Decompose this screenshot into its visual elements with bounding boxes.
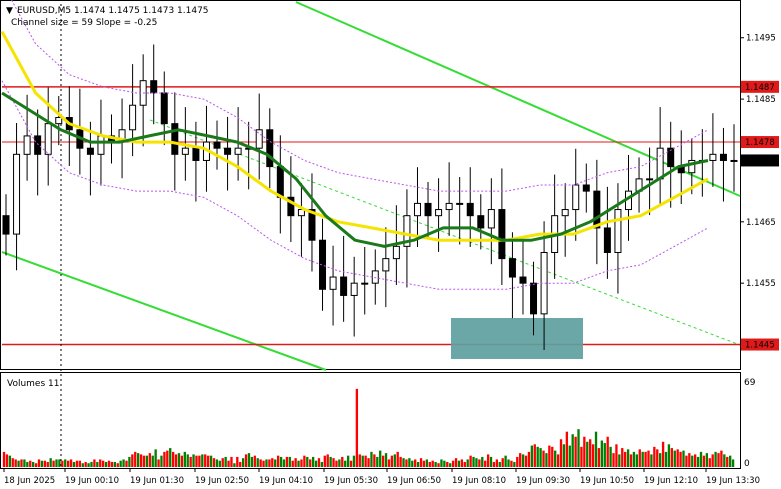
price-level-tag [741,136,779,149]
candle-body [371,270,379,284]
candle-body [382,258,390,272]
candle-body [213,141,221,149]
envelope-upper-line [11,0,709,192]
candle-body [508,258,516,278]
candle-body [466,202,474,217]
channel-lower-line [1,251,327,371]
x-tick-label: 19 Jun 12:10 [644,476,698,486]
candle-body [350,282,358,296]
x-tick-label: 19 Jun 02:50 [195,476,249,486]
candle-body [97,135,105,155]
price-panel [0,0,741,370]
candle-body [44,123,52,155]
candle-body [435,209,443,217]
candle-body [276,166,284,198]
x-tick-label: 18 Jun 2025 [4,476,55,486]
candle-body [456,202,464,205]
candle-body [150,80,158,94]
candle-body [224,147,232,155]
candle-body [255,129,263,149]
candle-body [656,147,664,180]
candle-body [719,153,727,161]
y-tick-label: 1.1495 [746,34,776,44]
candle-body [561,209,569,217]
price-level-tag [741,338,779,351]
x-tick-label: 19 Jun 05:30 [324,476,378,486]
candle-body [593,190,601,229]
ma-fast-line [1,91,709,248]
candle-body [530,282,538,315]
envelope-lower-line [1,80,709,290]
candle-body [297,209,305,217]
candle-body [2,215,10,235]
candle-body [171,123,179,155]
x-tick-label: 19 Jun 10:50 [580,476,634,486]
candle-body [234,147,242,155]
candle-body [667,147,675,168]
candle-body [192,147,200,161]
header-symbol-line: EURUSD,M5 1.1474 1.1475 1.1473 1.1475 [17,6,209,16]
candle-body [13,153,21,235]
candle-body [340,276,348,296]
y-tick-label: 1.1455 [746,279,776,289]
x-tick-label: 19 Jun 00:10 [65,476,119,486]
current-price-label: 1.1475 [745,156,775,166]
candle-body [287,196,295,217]
price-level-label: 1.1478 [745,138,775,148]
candle-body [519,276,527,284]
candle-body [23,135,31,155]
x-tick-label: 19 Jun 08:10 [452,476,506,486]
candle-body [646,178,654,181]
candle-body [129,104,137,131]
candle-body [86,147,94,155]
price-level-label: 1.1445 [745,341,775,351]
candle-body [688,159,696,174]
candle-body [55,117,63,125]
header-channel-line: Channel size = 59 Slope = -0.25 [11,18,157,28]
candle-body [413,202,421,217]
candle-body [709,153,717,161]
candle-body [572,184,580,211]
candle-body [614,209,622,253]
candle-body [603,227,611,253]
header-symbol-arrow: ▼ [6,6,13,16]
y-tick-label: 1.1485 [746,95,776,105]
candle-body [445,202,453,211]
channel-upper-line [295,1,741,197]
x-tick-label: 19 Jun 06:50 [387,476,441,486]
candle-body [308,209,316,241]
candle-body [403,215,411,247]
y-tick-label: 1.1465 [746,218,776,228]
candle-body [424,202,432,217]
candle-body [498,209,506,260]
candle-body [319,239,327,290]
candle-body [392,245,400,260]
candle-body [477,215,485,229]
candle-body [34,135,42,155]
candle-body [361,282,369,285]
price-level-label: 1.1487 [745,83,775,93]
candle-body [582,184,590,192]
x-tick-label: 19 Jun 01:30 [130,476,184,486]
ma-slow-line [0,30,709,242]
volume-panel-label: Volumes 11 [7,379,59,389]
x-tick-label: 19 Jun 09:30 [516,476,570,486]
volume-max-label: 69 [744,378,756,388]
current-price-tag [741,154,779,167]
price-level-tag [741,80,779,93]
candle-body [266,129,274,168]
x-tick-label: 19 Jun 04:10 [259,476,313,486]
volume-min-label: 0 [744,459,750,469]
candle-body [181,147,189,155]
support-zone [451,318,583,359]
candle-body [329,276,337,290]
candle-body [730,159,738,162]
candle-body [487,209,495,229]
candle-body [160,92,168,125]
x-tick-label: 19 Jun 13:30 [706,476,760,486]
